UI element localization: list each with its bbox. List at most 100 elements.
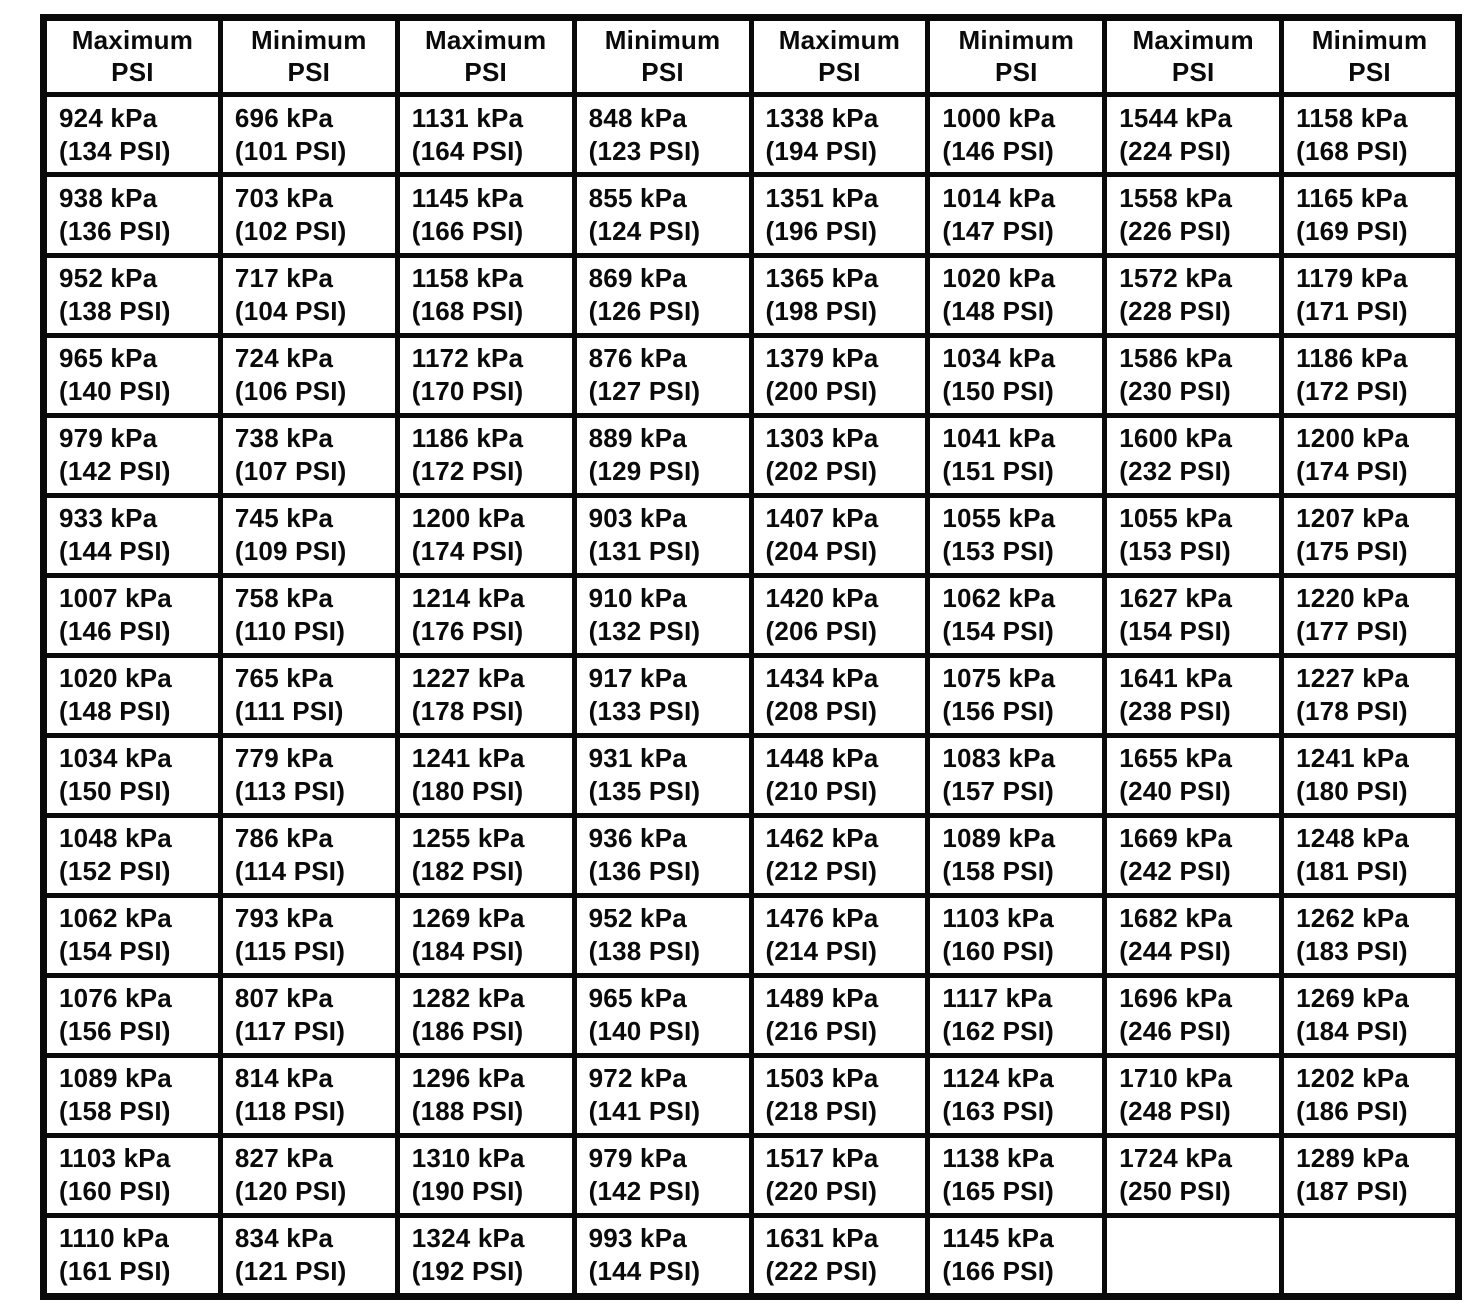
kpa-value: 1503 kPa <box>765 1063 879 1094</box>
psi-value: (228 PSI) <box>1119 296 1231 327</box>
data-cell-r5-c3: 1186 kPa (172 PSI) <box>394 412 577 498</box>
psi-value: (132 PSI) <box>588 616 701 647</box>
psi-value: (182 PSI) <box>411 856 524 887</box>
psi-value: (156 PSI) <box>942 696 1055 727</box>
psi-value: (120 PSI) <box>234 1176 347 1207</box>
psi-value: (166 PSI) <box>411 215 524 246</box>
psi-value: (224 PSI) <box>1119 135 1231 166</box>
psi-value: (111 PSI) <box>234 696 344 727</box>
psi-value: (168 PSI) <box>1296 135 1408 166</box>
data-cell-r7-c4: 910 kPa (132 PSI) <box>571 572 754 658</box>
data-cell-r9-c2: 779 kPa (113 PSI) <box>217 732 400 818</box>
psi-value: (114 PSI) <box>234 856 346 887</box>
header-cell-2: Minimum PSI <box>217 14 400 98</box>
table-row-1: 924 kPa (134 PSI) 696 kPa (101 PSI) 1131 kPa… <box>41 92 1461 178</box>
kpa-value: 1379 kPa <box>765 342 879 373</box>
header-label-line1: Maximum <box>1132 25 1254 55</box>
psi-value: (175 PSI) <box>1296 536 1408 567</box>
header-label-line2: PSI <box>111 56 154 87</box>
kpa-value: 1075 kPa <box>942 662 1056 693</box>
kpa-value: 910 kPa <box>588 582 687 613</box>
psi-value: (172 PSI) <box>411 456 524 487</box>
data-cell-r1-c3: 1131 kPa (164 PSI) <box>394 92 577 178</box>
kpa-value: 1682 kPa <box>1119 903 1233 933</box>
data-cell-r3-c2: 717 kPa (104 PSI) <box>217 252 400 338</box>
kpa-value: 1186 kPa <box>411 422 524 453</box>
kpa-value: 1124 kPa <box>942 1063 1054 1094</box>
kpa-value: 1227 kPa <box>411 662 525 693</box>
data-cell-r15-c7 <box>1102 1212 1285 1300</box>
data-cell-r10-c4: 936 kPa (136 PSI) <box>571 812 754 898</box>
kpa-value: 1544 kPa <box>1119 102 1233 133</box>
data-cell-r15-c2: 834 kPa (121 PSI) <box>217 1212 400 1300</box>
data-cell-r13-c7: 1710 kPa (248 PSI) <box>1102 1052 1285 1138</box>
kpa-value: 696 kPa <box>234 102 334 133</box>
kpa-value: 1420 kPa <box>765 582 879 613</box>
kpa-value: 1110 kPa <box>59 1223 170 1254</box>
data-cell-r5-c4: 889 kPa (129 PSI) <box>571 412 754 498</box>
psi-value: (151 PSI) <box>942 456 1055 487</box>
psi-value: (161 PSI) <box>59 1256 171 1287</box>
header-row: Maximum PSI Minimum PSI Maximum PSI Minimum PSI… <box>41 14 1461 98</box>
header-label-line1: Minimum <box>1311 25 1428 55</box>
psi-value: (102 PSI) <box>234 215 347 246</box>
data-cell-r3-c8: 1179 kPa (171 PSI) <box>1279 252 1461 338</box>
data-cell-r9-c7: 1655 kPa (240 PSI) <box>1102 732 1285 818</box>
data-cell-r4-c5: 1379 kPa (200 PSI) <box>748 332 931 418</box>
psi-value: (148 PSI) <box>942 296 1055 327</box>
data-cell-r10-c3: 1255 kPa (182 PSI) <box>394 812 577 898</box>
kpa-value: 952 kPa <box>588 903 687 933</box>
kpa-value: 1207 kPa <box>1296 502 1410 533</box>
psi-value: (214 PSI) <box>765 936 878 967</box>
psi-value: (183 PSI) <box>1296 936 1408 967</box>
psi-value: (154 PSI) <box>942 616 1055 647</box>
kpa-value: 1172 kPa <box>411 342 524 373</box>
kpa-value: 1048 kPa <box>59 822 172 853</box>
psi-value: (180 PSI) <box>1296 776 1408 807</box>
kpa-value: 1631 kPa <box>765 1223 879 1254</box>
psi-value: (158 PSI) <box>59 1096 171 1127</box>
psi-value: (170 PSI) <box>411 376 524 407</box>
kpa-value: 1145 kPa <box>942 1223 1054 1254</box>
data-cell-r6-c1: 933 kPa (144 PSI) <box>41 492 223 578</box>
data-cell-r2-c3: 1145 kPa (166 PSI) <box>394 172 577 258</box>
psi-value: (204 PSI) <box>765 536 878 567</box>
data-cell-r1-c8: 1158 kPa (168 PSI) <box>1279 92 1461 178</box>
header-label-line1: Minimum <box>604 25 721 55</box>
kpa-value: 1083 kPa <box>942 742 1056 773</box>
data-cell-r13-c1: 1089 kPa (158 PSI) <box>41 1052 223 1138</box>
data-cell-r8-c8: 1227 kPa (178 PSI) <box>1279 652 1461 738</box>
psi-value: (162 PSI) <box>942 1016 1055 1047</box>
table-row-4: 965 kPa (140 PSI) 724 kPa (106 PSI) 1172 kPa… <box>41 332 1461 418</box>
data-cell-r12-c4: 965 kPa (140 PSI) <box>571 972 754 1058</box>
kpa-value: 1076 kPa <box>59 983 172 1014</box>
psi-value: (174 PSI) <box>411 536 524 567</box>
psi-value: (216 PSI) <box>765 1016 878 1047</box>
data-cell-r14-c5: 1517 kPa (220 PSI) <box>748 1132 931 1218</box>
kpa-value: 1020 kPa <box>59 662 172 693</box>
psi-value: (110 PSI) <box>234 616 346 647</box>
kpa-value: 765 kPa <box>234 662 334 693</box>
kpa-value: 936 kPa <box>588 822 687 853</box>
kpa-value: 1131 kPa <box>411 102 524 133</box>
data-cell-r1-c4: 848 kPa (123 PSI) <box>571 92 754 178</box>
psi-value: (190 PSI) <box>411 1176 524 1207</box>
data-cell-r9-c6: 1083 kPa (157 PSI) <box>925 732 1108 818</box>
kpa-value: 1351 kPa <box>765 182 879 213</box>
kpa-value: 738 kPa <box>234 422 334 453</box>
kpa-value: 1179 kPa <box>1296 262 1408 293</box>
psi-value: (131 PSI) <box>588 536 701 567</box>
kpa-value: 1248 kPa <box>1296 822 1410 853</box>
table-row-6: 933 kPa (144 PSI) 745 kPa (109 PSI) 1200 kPa… <box>41 492 1461 578</box>
kpa-value: 979 kPa <box>59 422 158 453</box>
kpa-value: 758 kPa <box>234 582 334 613</box>
kpa-value: 1103 kPa <box>942 903 1054 933</box>
data-cell-r1-c1: 924 kPa (134 PSI) <box>41 92 223 178</box>
kpa-value: 965 kPa <box>59 342 158 373</box>
psi-value: (115 PSI) <box>234 936 346 967</box>
kpa-value: 848 kPa <box>588 102 687 133</box>
psi-value: (181 PSI) <box>1296 856 1408 887</box>
data-cell-r4-c3: 1172 kPa (170 PSI) <box>394 332 577 418</box>
kpa-value: 1282 kPa <box>411 983 525 1014</box>
